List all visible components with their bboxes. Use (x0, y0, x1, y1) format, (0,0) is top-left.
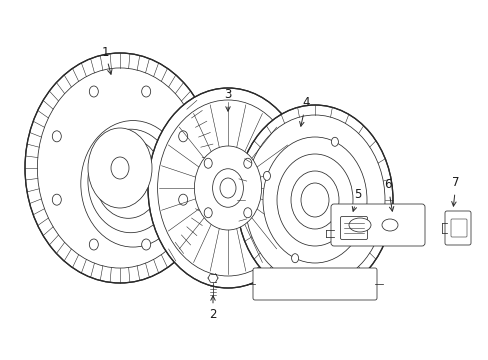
Ellipse shape (301, 183, 328, 217)
Ellipse shape (25, 53, 215, 283)
Ellipse shape (89, 86, 98, 97)
Text: 1: 1 (101, 45, 112, 74)
Text: 5: 5 (351, 189, 361, 211)
FancyBboxPatch shape (252, 268, 376, 300)
Text: 4: 4 (299, 96, 309, 126)
Ellipse shape (346, 215, 360, 225)
Ellipse shape (212, 169, 243, 207)
Ellipse shape (291, 254, 298, 263)
Ellipse shape (359, 220, 366, 229)
Ellipse shape (331, 137, 338, 146)
Ellipse shape (204, 208, 212, 218)
Text: 3: 3 (224, 89, 231, 111)
Ellipse shape (194, 146, 261, 230)
Ellipse shape (204, 158, 212, 168)
Ellipse shape (244, 158, 251, 168)
Ellipse shape (178, 131, 187, 142)
Ellipse shape (244, 208, 251, 218)
Ellipse shape (89, 239, 98, 250)
Ellipse shape (52, 194, 61, 205)
FancyBboxPatch shape (444, 211, 470, 245)
Ellipse shape (111, 157, 129, 179)
Ellipse shape (237, 105, 392, 295)
FancyBboxPatch shape (330, 204, 424, 246)
Ellipse shape (178, 194, 187, 205)
Ellipse shape (381, 219, 397, 231)
Ellipse shape (220, 178, 236, 198)
Ellipse shape (148, 88, 307, 288)
Ellipse shape (142, 86, 150, 97)
FancyBboxPatch shape (450, 219, 466, 237)
Ellipse shape (263, 171, 270, 180)
Text: 6: 6 (384, 179, 393, 211)
Ellipse shape (276, 154, 352, 246)
Ellipse shape (348, 218, 370, 232)
Ellipse shape (88, 128, 152, 208)
Text: 2: 2 (209, 296, 216, 321)
Ellipse shape (263, 137, 366, 263)
FancyBboxPatch shape (340, 216, 367, 239)
Ellipse shape (142, 239, 150, 250)
Ellipse shape (52, 131, 61, 142)
Text: 7: 7 (451, 176, 459, 206)
Ellipse shape (290, 171, 338, 229)
